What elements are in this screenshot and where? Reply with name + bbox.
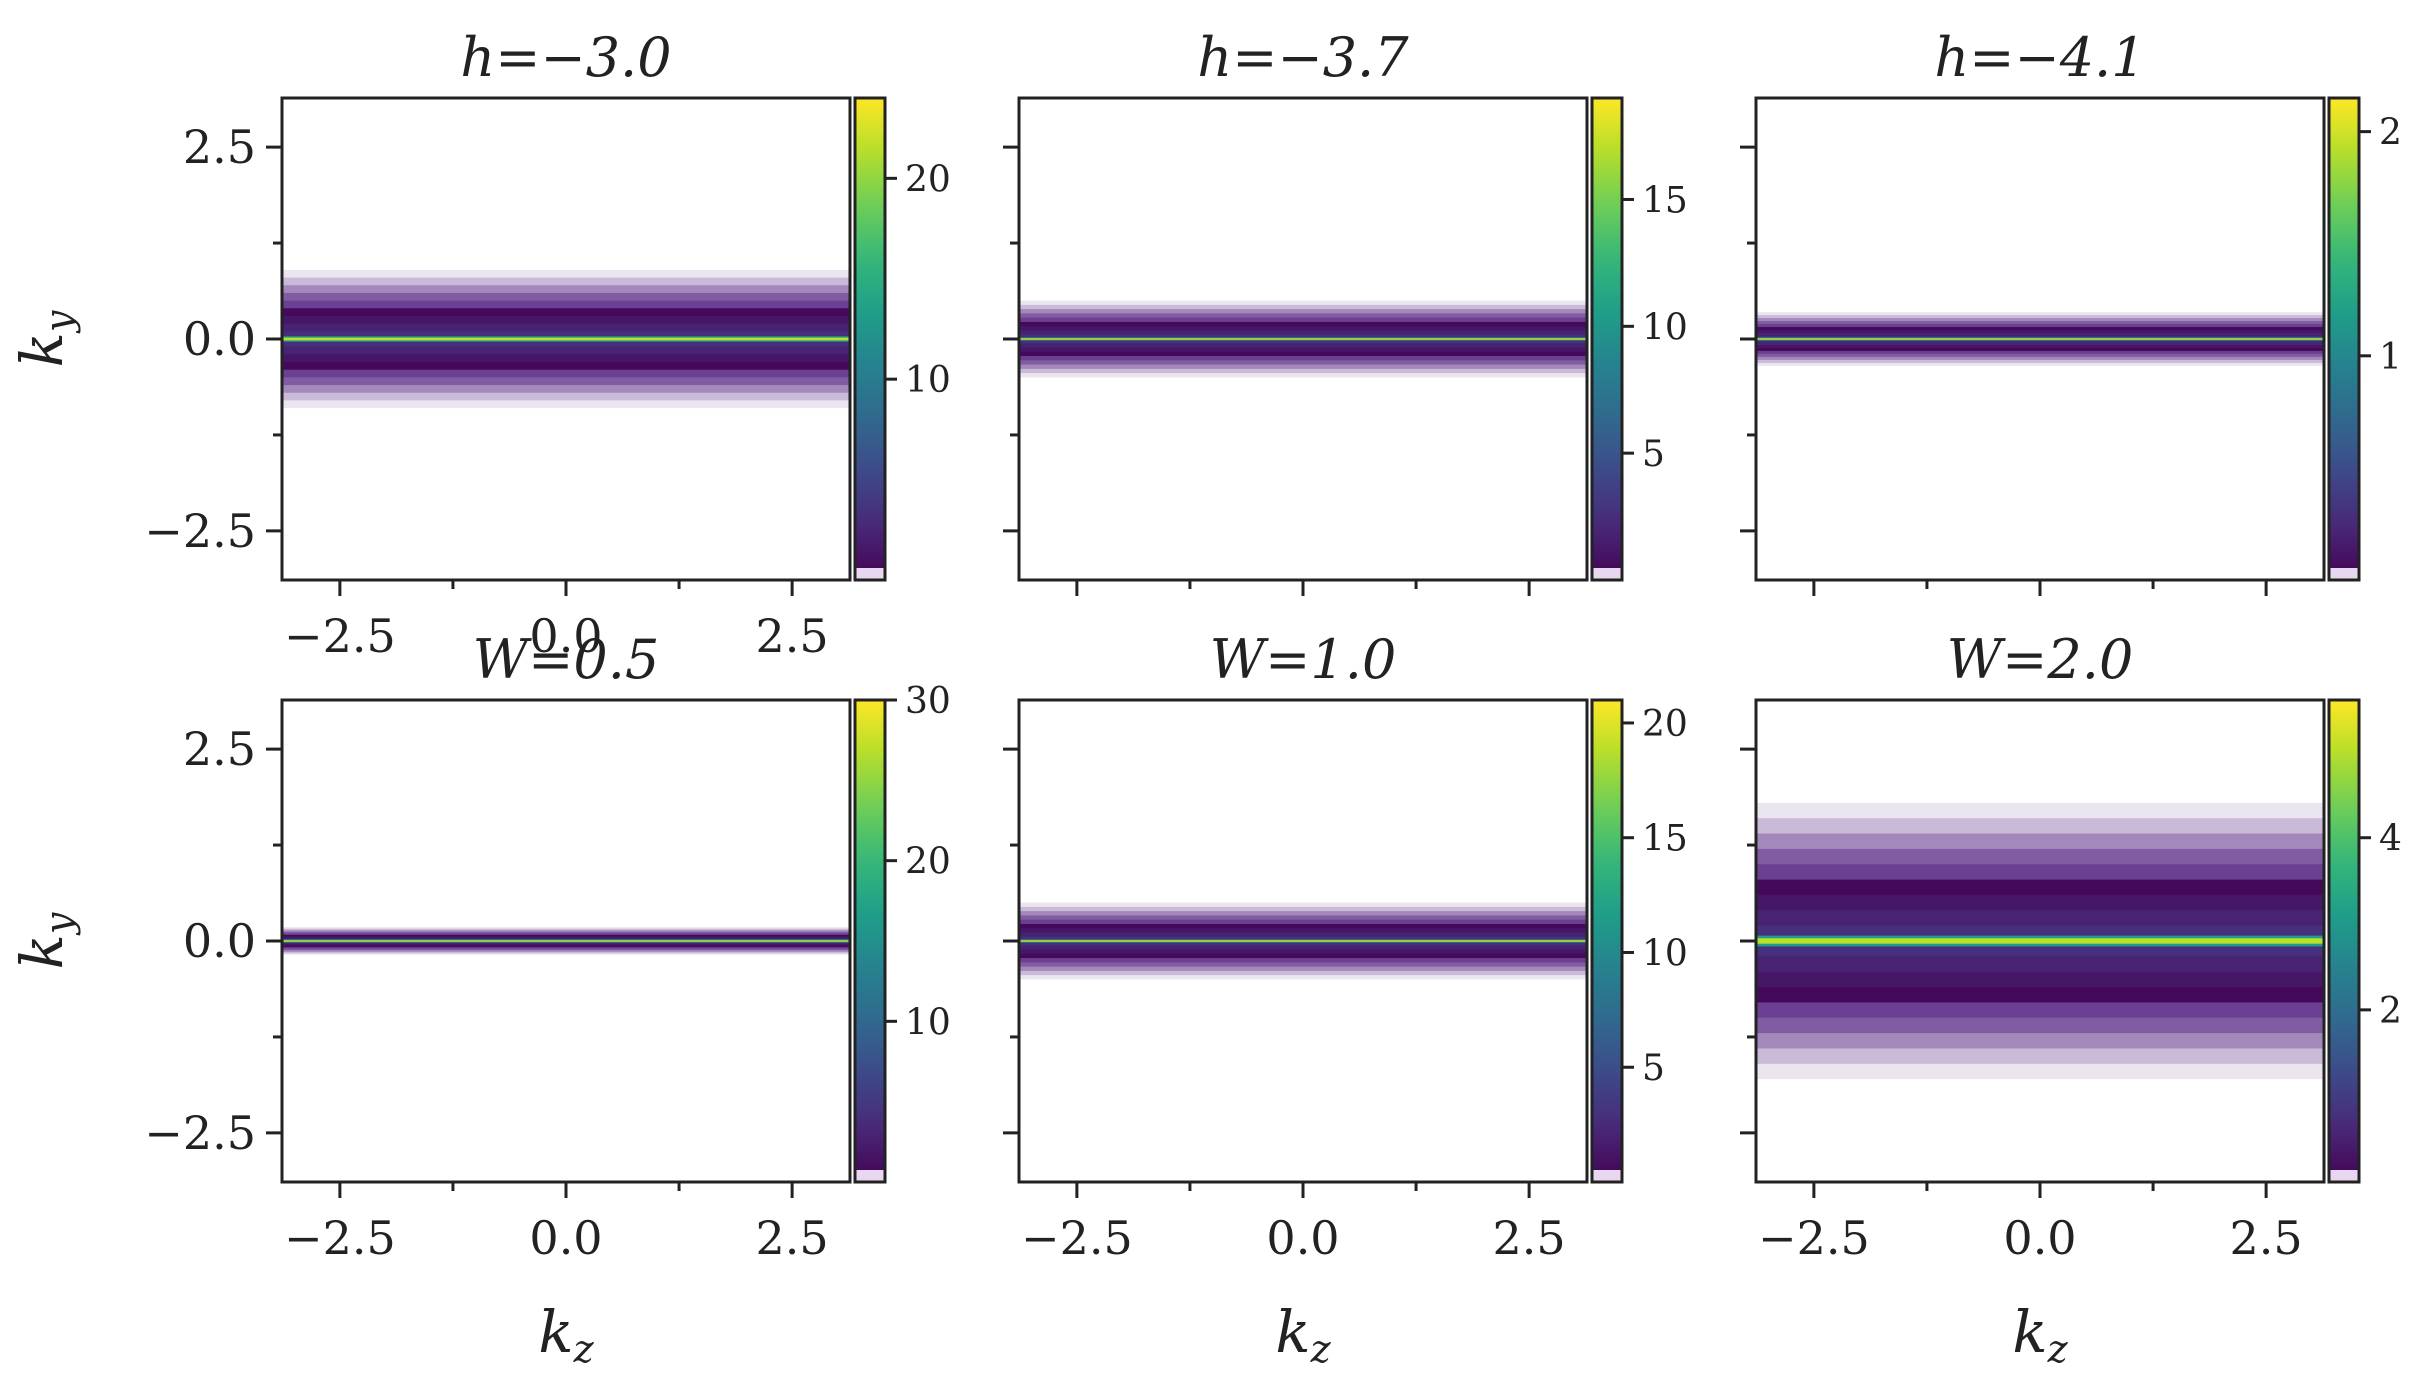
heatmap-panel: h=−4.1 1 2 xyxy=(1740,26,2402,596)
density-peak xyxy=(1756,938,2324,944)
x-axis-label-main: k xyxy=(2012,1298,2047,1366)
colorbar-tick-label: 10 xyxy=(1642,933,1688,974)
heatmap-bands xyxy=(1019,902,1587,980)
colorbar-tick-label: 15 xyxy=(1642,819,1688,860)
colorbar-frame xyxy=(1590,698,1624,1184)
panel-title: W=1.0 xyxy=(1210,628,1397,691)
colorbar-under xyxy=(2329,568,2359,580)
y-tick-label: 2.5 xyxy=(183,120,256,174)
x-tick-label: −2.5 xyxy=(1021,1211,1133,1265)
colorbar xyxy=(1592,700,1622,1182)
x-tick-label: −2.5 xyxy=(284,609,396,663)
colorbar-tick-label: 10 xyxy=(1642,307,1688,348)
heatmap-bands xyxy=(1756,802,2324,1080)
x-tick-label: 2.5 xyxy=(2230,1211,2303,1265)
x-axis-label-sub: z xyxy=(2047,1327,2069,1371)
x-axis-label-sub: z xyxy=(573,1327,595,1371)
panel-title: h=−3.7 xyxy=(1197,26,1409,89)
panel-title: W=0.5 xyxy=(473,628,660,691)
x-tick-label: −2.5 xyxy=(284,1211,396,1265)
x-axis-label: kz xyxy=(1275,1298,1331,1371)
colorbar-tick-label: 20 xyxy=(1642,704,1688,745)
colorbar-tick-label: 30 xyxy=(905,681,951,722)
heatmap-bands xyxy=(1019,300,1587,378)
x-tick-label: 2.5 xyxy=(756,1211,829,1265)
colorbar-tick-label: 10 xyxy=(905,360,951,401)
x-tick-label: 0.0 xyxy=(529,609,602,663)
x-tick-label: 2.5 xyxy=(756,609,829,663)
x-tick-label: 0.0 xyxy=(1266,1211,1339,1265)
heatmap-panel: −2.5 0.0 2.5 −2.5 0.0 2.5 W=0.5 10 20 30 xyxy=(144,628,951,1265)
colorbar-under xyxy=(855,568,885,580)
y-axis-label-main: k xyxy=(8,934,76,969)
colorbar xyxy=(2329,700,2359,1182)
colorbar-tick-label: 10 xyxy=(905,1002,951,1043)
x-axis-label: kz xyxy=(2012,1298,2068,1371)
y-axis-label-main: k xyxy=(8,332,76,367)
heatmap-bands xyxy=(282,927,850,955)
density-peak xyxy=(1756,338,2324,340)
x-tick-label: 2.5 xyxy=(1493,1211,1566,1265)
colorbar-under xyxy=(855,1170,885,1182)
heatmap-panel: −2.5 0.0 2.5 W=1.0 5 10 15 20 xyxy=(1003,628,1688,1265)
x-axis-label-main: k xyxy=(1275,1298,1310,1366)
heatmap-panel: −2.5 0.0 2.5 −2.5 0.0 2.5 h=−3.0 10 20 xyxy=(144,26,951,663)
colorbar-tick-label: 1 xyxy=(2379,337,2402,378)
heatmap-bands xyxy=(1756,312,2324,366)
x-axis-label-sub: z xyxy=(1310,1327,1332,1371)
colorbar-tick-label: 20 xyxy=(905,159,951,200)
colorbar-tick-label: 5 xyxy=(1642,1048,1665,1089)
y-axis-label-sub: y xyxy=(37,310,81,334)
x-axis-label-main: k xyxy=(538,1298,573,1366)
colorbar-tick-label: 4 xyxy=(2379,819,2402,860)
colorbar-frame xyxy=(853,96,887,582)
y-tick-label: 0.0 xyxy=(183,312,256,366)
y-tick-label: −2.5 xyxy=(144,1106,256,1160)
colorbar xyxy=(2329,98,2359,580)
colorbar xyxy=(855,700,885,1182)
density-peak xyxy=(282,337,850,341)
heatmap-panel: h=−3.7 5 10 15 xyxy=(1003,26,1688,596)
y-axis-label: ky xyxy=(8,310,81,367)
colorbar-under xyxy=(1592,568,1622,580)
panel-title: h=−4.1 xyxy=(1934,26,2145,89)
colorbar-under xyxy=(1592,1170,1622,1182)
x-tick-label: 0.0 xyxy=(529,1211,602,1265)
panel-title: W=2.0 xyxy=(1947,628,2134,691)
panel-title: h=−3.0 xyxy=(460,26,671,89)
colorbar-tick-label: 5 xyxy=(1642,434,1665,475)
density-peak xyxy=(1019,940,1587,942)
x-axis-label: kz xyxy=(538,1298,594,1371)
colorbar-tick-label: 20 xyxy=(905,842,951,883)
colorbar-tick-label: 2 xyxy=(2379,991,2402,1032)
y-tick-label: 2.5 xyxy=(183,722,256,776)
heatmap-panel: −2.5 0.0 2.5 W=2.0 2 4 xyxy=(1740,628,2402,1265)
colorbar-frame xyxy=(1590,96,1624,582)
y-axis-label-sub: y xyxy=(37,912,81,936)
density-peak xyxy=(282,940,850,942)
colorbar-frame xyxy=(2327,698,2361,1184)
colorbar xyxy=(855,98,885,580)
colorbar-frame xyxy=(853,698,887,1184)
x-tick-label: −2.5 xyxy=(1758,1211,1870,1265)
heatmap-bands xyxy=(282,269,850,409)
colorbar xyxy=(1592,98,1622,580)
colorbar-under xyxy=(2329,1170,2359,1182)
y-axis-label: ky xyxy=(8,912,81,969)
colorbar-frame xyxy=(2327,96,2361,582)
colorbar-tick-label: 2 xyxy=(2379,113,2402,154)
y-tick-label: −2.5 xyxy=(144,504,256,558)
y-tick-label: 0.0 xyxy=(183,914,256,968)
colorbar-tick-label: 15 xyxy=(1642,180,1688,221)
x-tick-label: 0.0 xyxy=(2003,1211,2076,1265)
density-peak xyxy=(1019,338,1587,340)
